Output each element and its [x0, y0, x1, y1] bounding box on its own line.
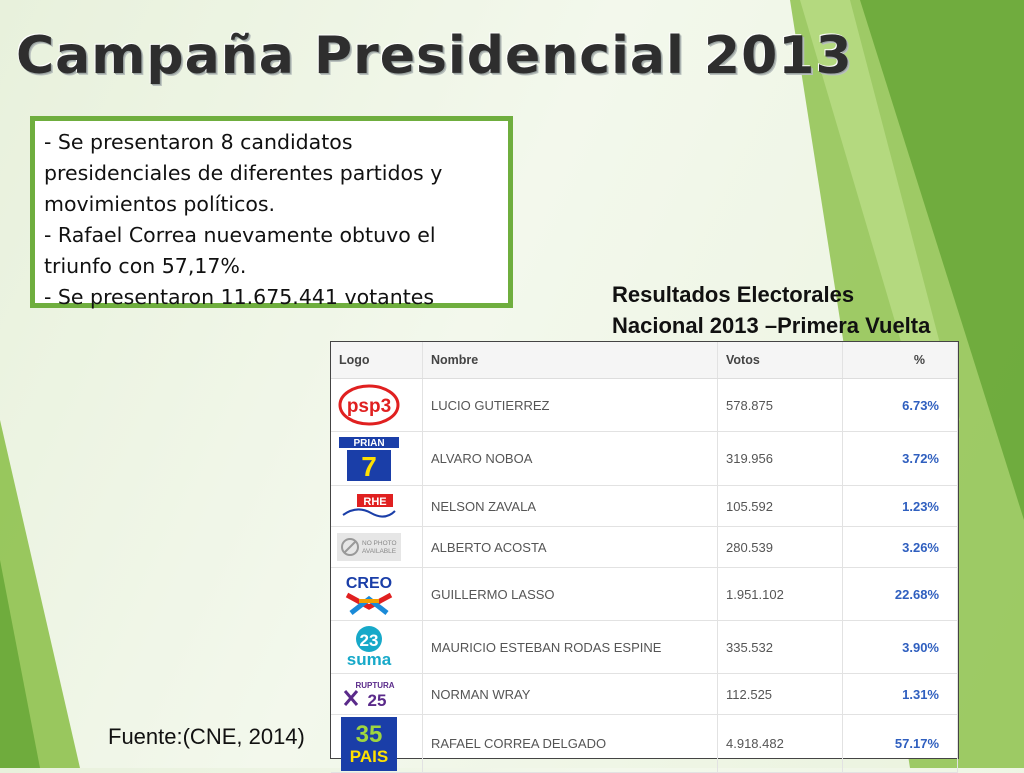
vote-count: 105.592 — [717, 485, 843, 527]
header-name: Nombre — [422, 342, 718, 379]
candidate-name: MAURICIO ESTEBAN RODAS ESPINE — [422, 620, 718, 674]
vote-percent: 1.23% — [842, 485, 958, 527]
vote-percent: 3.90% — [842, 620, 958, 674]
logo-cell: NO PHOTO AVAILABLE — [331, 526, 423, 568]
summary-line: triunfo con 57,17%. — [44, 254, 247, 278]
vote-percent: 22.68% — [842, 567, 958, 621]
results-heading-line1: Resultados Electorales — [612, 282, 855, 307]
summary-line: - Se presentaron 8 candidatos — [44, 130, 353, 154]
table-row: 23 suma MAURICIO ESTEBAN RODAS ESPINE 33… — [331, 620, 958, 674]
summary-line: movimientos políticos. — [44, 192, 276, 216]
svg-text:25: 25 — [368, 691, 387, 709]
header-votes: Votos — [717, 342, 843, 379]
results-table: Logo Nombre Votos % psp3 LUCIO GUTIERREZ — [331, 342, 958, 773]
results-heading-line2: Nacional 2013 –Primera Vuelta — [612, 313, 931, 338]
svg-text:NO PHOTO: NO PHOTO — [362, 540, 397, 547]
summary-line: presidenciales de diferentes partidos y — [44, 161, 443, 185]
creo-logo-icon: CREO — [337, 574, 401, 615]
candidate-name: RAFAEL CORREA DELGADO — [422, 714, 718, 773]
table-row: 35 PAIS RAFAEL CORREA DELGADO 4.918.482 … — [331, 714, 958, 773]
vote-count: 112.525 — [717, 673, 843, 715]
source-citation: Fuente:(CNE, 2014) — [108, 724, 305, 749]
logo-cell: 35 PAIS — [331, 714, 423, 773]
svg-text:psp3: psp3 — [347, 396, 391, 417]
header-logo: Logo — [331, 342, 423, 379]
vote-count: 319.956 — [717, 431, 843, 486]
ruptura-logo-icon: RUPTURA 25 — [337, 674, 401, 714]
table-row: psp3 LUCIO GUTIERREZ 578.875 6.73% — [331, 378, 958, 432]
psp3-logo-icon: psp3 — [337, 384, 401, 426]
no-photo-icon: NO PHOTO AVAILABLE — [337, 527, 401, 567]
vote-percent: 3.72% — [842, 431, 958, 486]
svg-text:PAIS: PAIS — [350, 747, 388, 766]
logo-cell: psp3 — [331, 378, 423, 432]
table-row: PRIAN 7 ALVARO NOBOA 319.956 3.72% — [331, 431, 958, 486]
summary-line: - Se presentaron 11.675.441 votantes — [44, 285, 435, 309]
vote-count: 4.918.482 — [717, 714, 843, 773]
table-row: CREO GUILLERMO LASSO 1.951.102 22.68% — [331, 567, 958, 621]
svg-text:PRIAN: PRIAN — [353, 438, 384, 449]
table-row: RUPTURA 25 NORMAN WRAY 112.525 1.31% — [331, 673, 958, 715]
logo-cell: 23 suma — [331, 620, 423, 674]
logo-cell: RUPTURA 25 — [331, 673, 423, 715]
candidate-name: GUILLERMO LASSO — [422, 567, 718, 621]
logo-cell: PRIAN 7 — [331, 431, 423, 486]
prian-logo-icon: PRIAN 7 — [337, 436, 401, 482]
results-table-container: Logo Nombre Votos % psp3 LUCIO GUTIERREZ — [330, 341, 959, 773]
vote-count: 1.951.102 — [717, 567, 843, 621]
vote-percent: 1.31% — [842, 673, 958, 715]
vote-count: 335.532 — [717, 620, 843, 674]
summary-line: - Rafael Correa nuevamente obtuvo el — [44, 223, 436, 247]
svg-text:35: 35 — [356, 721, 383, 748]
page-title: Campaña Presidencial 2013 — [16, 26, 853, 86]
candidate-name: LUCIO GUTIERREZ — [422, 378, 718, 432]
svg-text:7: 7 — [361, 451, 377, 482]
pais-logo-icon: 35 PAIS — [337, 716, 401, 771]
table-header-row: Logo Nombre Votos % — [331, 342, 958, 379]
candidate-name: ALBERTO ACOSTA — [422, 526, 718, 568]
vote-count: 280.539 — [717, 526, 843, 568]
svg-text:AVAILABLE: AVAILABLE — [362, 548, 397, 555]
rhe-logo-icon: RHE — [337, 486, 401, 526]
vote-percent: 6.73% — [842, 378, 958, 432]
svg-text:RUPTURA: RUPTURA — [355, 681, 394, 690]
table-row: RHE NELSON ZAVALA 105.592 1.23% — [331, 485, 958, 527]
candidate-name: NELSON ZAVALA — [422, 485, 718, 527]
table-row: NO PHOTO AVAILABLE ALBERTO ACOSTA 280.53… — [331, 526, 958, 568]
candidate-name: ALVARO NOBOA — [422, 431, 718, 486]
svg-text:suma: suma — [347, 650, 392, 669]
vote-count: 578.875 — [717, 378, 843, 432]
svg-text:RHE: RHE — [363, 496, 386, 508]
logo-cell: RHE — [331, 485, 423, 527]
vote-percent: 3.26% — [842, 526, 958, 568]
svg-text:CREO: CREO — [346, 575, 392, 592]
candidate-name: NORMAN WRAY — [422, 673, 718, 715]
header-percent: % — [842, 342, 958, 379]
logo-cell: CREO — [331, 567, 423, 621]
svg-text:23: 23 — [360, 631, 379, 650]
vote-percent: 57.17% — [842, 714, 958, 773]
suma-logo-icon: 23 suma — [337, 626, 401, 669]
results-heading: Resultados Electorales Nacional 2013 –Pr… — [612, 279, 930, 341]
summary-box: - Se presentaron 8 candidatos presidenci… — [30, 116, 513, 309]
